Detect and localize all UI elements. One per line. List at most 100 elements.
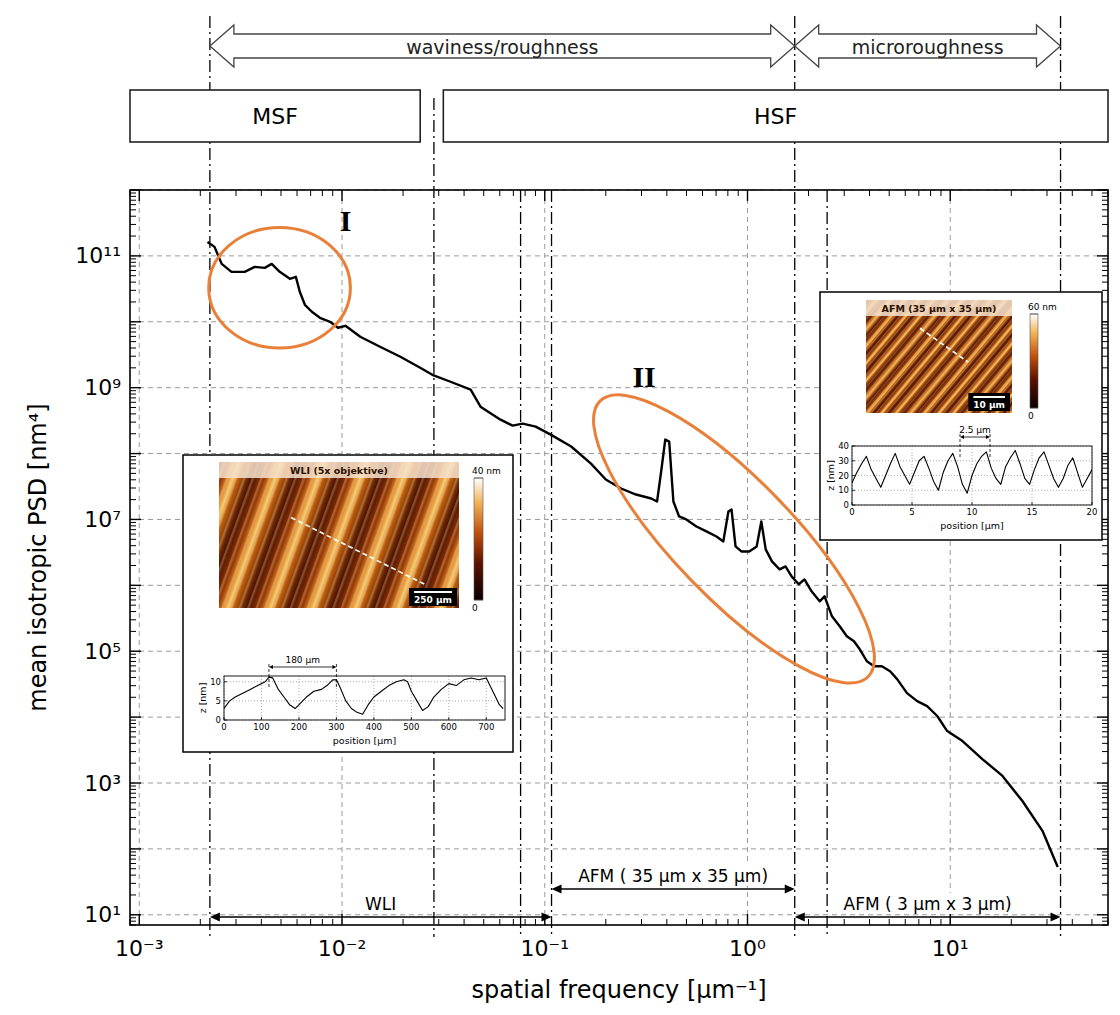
minor-tick [1102, 763, 1108, 764]
major-tick [139, 914, 140, 925]
minor-tick [1102, 200, 1108, 201]
minor-tick [297, 919, 298, 925]
profile-area [224, 677, 503, 714]
minor-tick [130, 356, 136, 357]
minor-tick [438, 919, 439, 925]
minor-tick [464, 190, 465, 196]
major-tick [1097, 651, 1108, 652]
minor-tick [1102, 685, 1108, 686]
major-tick [544, 190, 545, 201]
minor-tick [1102, 525, 1108, 526]
minor-tick [1102, 565, 1108, 566]
major-tick [950, 914, 951, 925]
major-tick [130, 716, 141, 717]
minor-tick [905, 190, 906, 196]
inset-frame [183, 455, 513, 752]
minor-tick [130, 336, 136, 337]
x-tick [972, 502, 973, 505]
minor-tick [130, 499, 136, 500]
region-box [443, 90, 1108, 142]
grid-line-x [139, 190, 140, 925]
grid-line-y [130, 255, 1108, 256]
range-arrow-head [1051, 913, 1061, 922]
minor-tick [1102, 275, 1108, 276]
minor-tick [1102, 301, 1108, 302]
x-tick-label: 10¹ [932, 936, 969, 961]
inset: WLI (5x objektive)250 µm040 nm0100200300… [183, 455, 513, 752]
minor-tick [1102, 786, 1108, 787]
minor-tick [1102, 917, 1108, 918]
band-label: waviness/roughness [406, 36, 598, 58]
minor-tick [1102, 282, 1108, 283]
minor-tick [1102, 422, 1108, 423]
image-title: WLI (5x objektive) [290, 465, 388, 476]
grid-line-y [852, 490, 1092, 491]
minor-tick [130, 534, 136, 535]
minor-tick [738, 919, 739, 925]
minor-tick [1102, 534, 1108, 535]
minor-tick [130, 301, 136, 302]
minor-tick [130, 595, 136, 596]
minor-tick [1102, 727, 1108, 728]
range-label: WLI [365, 894, 396, 914]
minor-tick [1102, 258, 1108, 259]
minor-tick [130, 522, 136, 523]
x-tick [298, 717, 299, 720]
grid-line-y [130, 914, 1108, 915]
minor-tick [130, 473, 136, 474]
minor-tick [1102, 224, 1108, 225]
major-tick [130, 189, 141, 190]
grid [130, 190, 1108, 925]
minor-tick [130, 661, 136, 662]
x-tick [912, 502, 913, 505]
minor-tick [464, 919, 465, 925]
minor-tick [130, 654, 136, 655]
x-tick [486, 717, 487, 720]
minor-tick [130, 921, 136, 922]
vertical-line [520, 190, 521, 937]
x-tick-label: 10⁻¹ [521, 936, 569, 961]
minor-tick [1102, 631, 1108, 632]
minor-tick [738, 190, 739, 196]
x-axis-title: position [µm] [940, 520, 1003, 531]
minor-tick [1102, 390, 1108, 391]
minor-tick [130, 324, 136, 325]
minor-tick [1102, 456, 1108, 457]
minor-tick [1102, 270, 1108, 271]
y-tick-label: 10¹ [84, 902, 121, 927]
minor-tick [130, 859, 136, 860]
minor-tick [130, 328, 136, 329]
minor-tick [1102, 665, 1108, 666]
range-arrow-head [210, 913, 220, 922]
profile-frame [224, 676, 505, 720]
minor-tick [513, 919, 514, 925]
minor-tick [940, 919, 941, 925]
region-box [130, 90, 420, 142]
minor-tick [1011, 190, 1012, 196]
minor-tick [130, 671, 136, 672]
minor-tick [130, 539, 136, 540]
minor-tick [130, 224, 136, 225]
minor-tick [1102, 479, 1108, 480]
period-arrow-head [986, 435, 990, 439]
plot-area [207, 242, 1057, 867]
period-guide [990, 434, 991, 458]
minor-tick [130, 407, 136, 408]
minor-tick [1102, 731, 1108, 732]
minor-tick [1102, 595, 1108, 596]
label-patch [362, 893, 399, 914]
minor-tick [1102, 809, 1108, 810]
minor-tick [130, 863, 136, 864]
y-tick [852, 505, 855, 506]
minor-tick [808, 919, 809, 925]
major-tick [130, 585, 141, 586]
minor-tick [1102, 522, 1108, 523]
minor-tick [130, 397, 136, 398]
x-tick [411, 717, 412, 720]
minor-tick [130, 720, 136, 721]
minor-tick [1091, 190, 1092, 196]
profile-path [920, 328, 968, 362]
period-arrow-head [960, 435, 964, 439]
surface-texture [866, 300, 1012, 413]
minor-tick [130, 611, 136, 612]
